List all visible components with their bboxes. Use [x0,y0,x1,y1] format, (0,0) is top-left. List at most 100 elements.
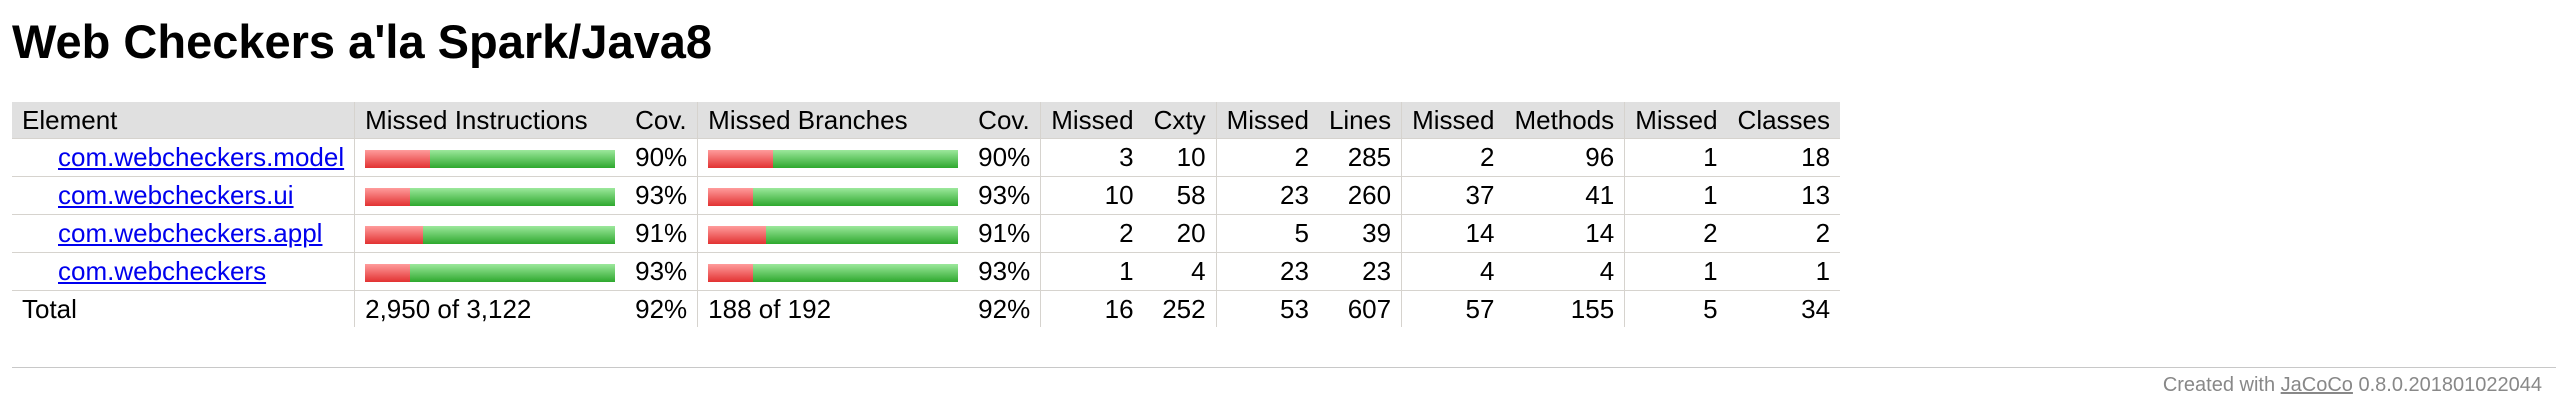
missed-methods: 37 [1401,176,1505,215]
total-missed-methods: 57 [1401,290,1505,327]
header-element[interactable]: Element [12,102,355,139]
branch-cov: 91% [968,214,1041,253]
table-row: com.webcheckers.ui 93% 93% 10 58 23 260 37 41 1 13 [12,176,1841,215]
missed-methods: 2 [1401,138,1505,177]
missed-methods: 14 [1401,214,1505,253]
lines: 39 [1318,214,1402,253]
package-cell: com.webcheckers [12,252,355,291]
header-methods[interactable]: Methods [1504,102,1625,139]
cxty: 20 [1143,214,1217,253]
instructions-cell [354,176,626,215]
classes: 1 [1727,252,1841,291]
instructions-cell [354,214,626,253]
total-lines: 607 [1318,290,1402,327]
total-row: Total 2,950 of 3,122 92% 188 of 192 92% … [12,290,1841,327]
instructions-covered-segment [430,150,616,169]
instr-cov: 93% [625,176,698,215]
lines: 285 [1318,138,1402,177]
branches-cell [697,176,969,215]
header-missed-classes[interactable]: Missed [1624,102,1728,139]
branches-missed-segment [708,188,754,207]
header-branch-cov[interactable]: Cov. [968,102,1041,139]
footer-divider [12,367,2556,368]
total-missed-classes: 5 [1624,290,1728,327]
cxty: 10 [1143,138,1217,177]
package-cell: com.webcheckers.ui [12,176,355,215]
package-cell: com.webcheckers.appl [12,214,355,253]
methods: 96 [1504,138,1625,177]
branches-cell [697,138,969,177]
instructions-covered-segment [410,188,616,207]
missed-classes: 1 [1624,176,1728,215]
package-cell: com.webcheckers.model [12,138,355,177]
instructions-covered-segment [410,264,616,283]
branches-covered-segment [766,226,959,245]
missed-classes: 2 [1624,214,1728,253]
branches-missed-segment [708,150,774,169]
package-link[interactable]: com.webcheckers [58,256,267,286]
total-label: Total [12,290,355,327]
header-row: Element Missed Instructions Cov. Missed … [12,102,1841,139]
page-title: Web Checkers a'la Spark/Java8 [12,15,713,68]
header-missed-lines[interactable]: Missed [1215,102,1319,139]
lines: 260 [1318,176,1402,215]
total-methods: 155 [1504,290,1625,327]
package-link[interactable]: com.webcheckers.model [58,142,345,172]
instructions-coverage-bar [365,264,616,283]
missed-lines: 5 [1215,214,1319,253]
instr-cov: 91% [625,214,698,253]
cxty: 58 [1143,176,1217,215]
branches-coverage-bar [708,264,959,283]
instr-cov: 90% [625,138,698,177]
missed-cxty: 2 [1040,214,1144,253]
header-missed-methods[interactable]: Missed [1401,102,1505,139]
classes: 13 [1727,176,1841,215]
branch-cov: 93% [968,176,1041,215]
branches-covered-segment [773,150,959,169]
branches-coverage-bar [708,150,959,169]
total-missed-lines: 53 [1215,290,1319,327]
missed-lines: 23 [1215,176,1319,215]
coverage-table-header: Element Missed Instructions Cov. Missed … [12,102,1841,139]
instructions-missed-segment [365,226,424,245]
branch-cov: 90% [968,138,1041,177]
coverage-table-footer: Total 2,950 of 3,122 92% 188 of 192 92% … [12,290,1841,327]
header-missed-cxty[interactable]: Missed [1040,102,1144,139]
package-link[interactable]: com.webcheckers.appl [58,218,323,248]
missed-classes: 1 [1624,252,1728,291]
missed-cxty: 1 [1040,252,1144,291]
methods: 14 [1504,214,1625,253]
instructions-missed-segment [365,150,431,169]
header-missed-branches[interactable]: Missed Branches [697,102,969,139]
branches-coverage-bar [708,226,959,245]
header-classes[interactable]: Classes [1727,102,1841,139]
total-missed-cxty: 16 [1040,290,1144,327]
table-row: com.webcheckers.model 90% 90% 3 10 2 285 2 96 1 18 [12,138,1841,177]
branch-cov: 93% [968,252,1041,291]
branches-cell [697,252,969,291]
instructions-covered-segment [423,226,616,245]
cxty: 4 [1143,252,1217,291]
branches-missed-segment [708,264,754,283]
coverage-table: Element Missed Instructions Cov. Missed … [12,102,1841,327]
instructions-missed-segment [365,264,411,283]
methods: 41 [1504,176,1625,215]
branches-cell [697,214,969,253]
branches-missed-segment [708,226,767,245]
package-link[interactable]: com.webcheckers.ui [58,180,294,210]
instructions-cell [354,252,626,291]
footer: Created with JaCoCo 0.8.0.201801022044 [2163,372,2542,398]
footer-prefix: Created with [2162,374,2276,396]
header-instr-cov[interactable]: Cov. [625,102,698,139]
instructions-coverage-bar [365,150,616,169]
header-lines[interactable]: Lines [1318,102,1402,139]
header-missed-instructions[interactable]: Missed Instructions [354,102,626,139]
missed-classes: 1 [1624,138,1728,177]
missed-lines: 23 [1215,252,1319,291]
jacoco-link[interactable]: JaCoCo [2280,374,2353,396]
methods: 4 [1504,252,1625,291]
missed-methods: 4 [1401,252,1505,291]
branches-coverage-bar [708,188,959,207]
missed-cxty: 10 [1040,176,1144,215]
header-cxty[interactable]: Cxty [1143,102,1217,139]
